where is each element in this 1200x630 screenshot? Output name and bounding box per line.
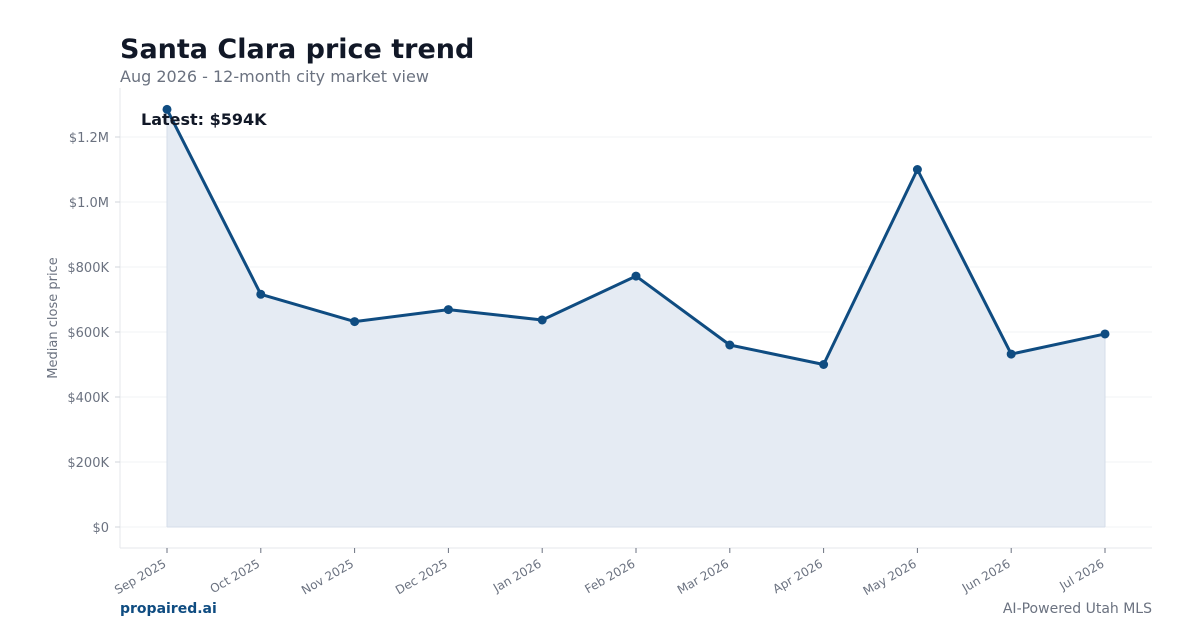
x-tick-label: Jan 2026 [490,556,544,595]
data-point [725,340,735,350]
y-axis-label: Median close price [46,257,61,378]
data-point [537,315,547,325]
x-tick-label: Feb 2026 [582,556,637,596]
x-tick-label: Oct 2025 [208,556,263,596]
footer-tagline: AI-Powered Utah MLS [1002,601,1152,617]
area-fill-path [167,109,1105,527]
data-point [819,360,829,369]
y-tick-label: $800K [67,261,109,276]
data-point [162,104,172,114]
y-tick-label: $1.2M [69,131,109,146]
brand-link[interactable]: propaired.ai [120,601,217,617]
y-tick-label: $400K [67,391,109,406]
page-subtitle: Aug 2026 - 12-month city market view [120,67,429,86]
data-point [631,271,641,281]
x-tick-label: Apr 2026 [770,556,825,596]
y-tick-label: $1.0M [69,196,109,211]
data-points [162,104,1110,369]
x-tick-label: Dec 2025 [393,556,450,597]
y-tick-label: $200K [67,456,109,471]
y-tick-label: $600K [67,326,109,341]
data-point [1006,349,1016,359]
data-point [912,165,922,174]
x-tick-labels: Sep 2025 Oct 2025 Nov 2025 Dec 2025 Jan 2026… [112,548,1107,598]
data-point [350,317,360,327]
data-point [1100,329,1110,339]
page-title: Santa Clara price trend [120,34,475,65]
area-fill [166,109,1106,528]
x-tick-label: May 2026 [861,556,919,598]
y-tick-labels: $0 $200K $400K $600K $800K $1.0M $1.2M [67,131,120,536]
x-tick-label: Jul 2026 [1056,556,1106,593]
x-tick-label: Jun 2026 [959,556,1013,595]
data-point [256,289,266,299]
data-point [443,305,453,315]
x-tick-label: Sep 2025 [112,556,168,597]
x-tick-label: Nov 2025 [299,556,356,597]
x-tick-label: Mar 2026 [675,556,731,597]
y-tick-label: $0 [92,521,109,536]
latest-annotation: Latest: $594K [141,110,267,129]
